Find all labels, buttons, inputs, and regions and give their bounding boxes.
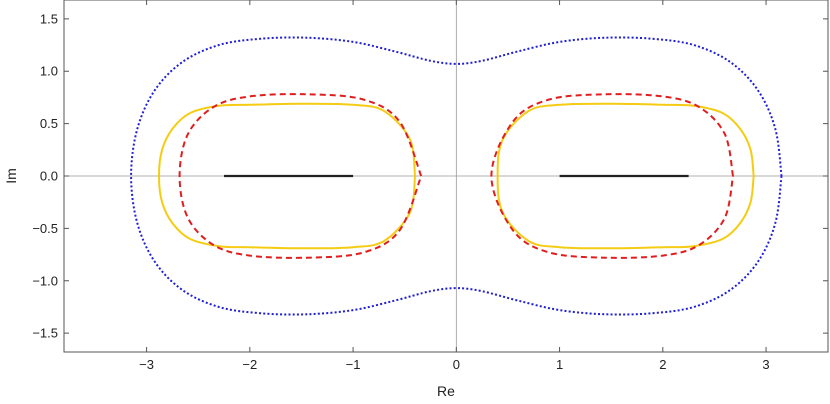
y-tick-label: 1.0 [40, 64, 58, 79]
x-tick-label: −3 [139, 357, 154, 372]
y-tick-label: 1.5 [40, 11, 58, 26]
series-gold-1 [496, 102, 755, 250]
origin-axes [64, 0, 828, 352]
x-tick-label: 1 [556, 357, 563, 372]
x-axis-label: Re [437, 383, 455, 399]
series-red-4 [178, 93, 423, 259]
x-axis-ticks: −3 −2 −1 0 1 2 3 [139, 0, 770, 372]
y-axis-label: Im [3, 168, 19, 184]
y-tick-label: 0.0 [40, 169, 58, 184]
x-tick-label: −1 [346, 357, 361, 372]
series-blue-0 [130, 36, 783, 316]
series-layer [130, 36, 783, 316]
x-tick-label: 0 [453, 357, 460, 372]
y-tick-label: 0.5 [40, 116, 58, 131]
x-tick-label: −2 [242, 357, 257, 372]
y-tick-label: −1.0 [32, 273, 58, 288]
series-gold-2 [157, 102, 416, 250]
y-tick-label: −1.5 [32, 326, 58, 341]
y-axis-ticks: −1.5 −1.0 −0.5 0.0 0.5 1.0 1.5 [32, 11, 828, 341]
y-tick-label: −0.5 [32, 221, 58, 236]
x-tick-label: 3 [762, 357, 769, 372]
series-red-3 [490, 93, 734, 259]
x-tick-label: 2 [659, 357, 666, 372]
